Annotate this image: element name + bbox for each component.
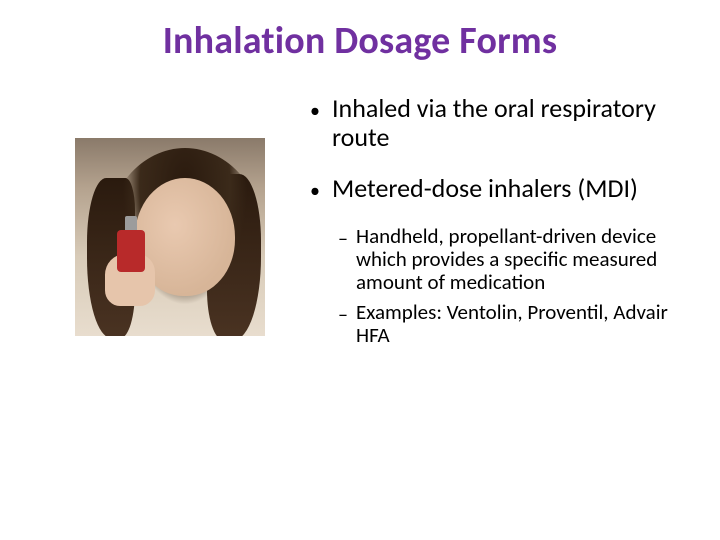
bullet-marker: • [310,94,332,152]
inhaler-photo [75,138,265,336]
bullet-2-text: Metered-dose inhalers (MDI) [332,174,638,203]
content-row: • Inhaled via the oral respiratory route… [40,94,680,355]
bullet-2: • Metered-dose inhalers (MDI) [310,174,670,203]
subbullet-1-text: Handheld, propellant-driven device which… [356,225,670,293]
bullet-marker: • [310,174,332,203]
subbullet-2: – Examples: Ventolin, Proventil, Advair … [338,301,670,346]
slide-container: Inhalation Dosage Forms • Inhaled via th… [0,0,720,540]
bullet-1-text: Inhaled via the oral respiratory route [332,94,670,152]
slide-title: Inhalation Dosage Forms [40,18,680,64]
bullet-1: • Inhaled via the oral respiratory route [310,94,670,152]
photo-inhaler-body [117,230,145,272]
image-column [40,94,300,355]
subbullet-marker: – [338,301,356,346]
subbullet-marker: – [338,225,356,293]
subbullet-1: – Handheld, propellant-driven device whi… [338,225,670,293]
text-column: • Inhaled via the oral respiratory route… [300,94,680,355]
subbullet-2-text: Examples: Ventolin, Proventil, Advair HF… [356,301,670,346]
